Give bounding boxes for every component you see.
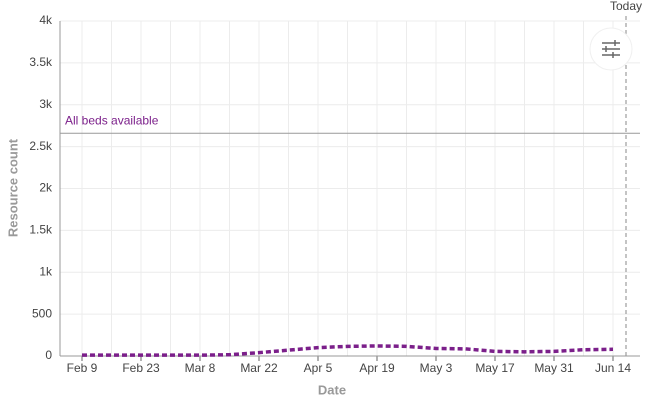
y-tick-label: 3.5k bbox=[29, 55, 53, 69]
x-tick-label: May 31 bbox=[534, 361, 574, 375]
x-tick-label: May 17 bbox=[475, 361, 515, 375]
x-tick-label: Feb 9 bbox=[67, 361, 98, 375]
y-axis-title: Resource count bbox=[5, 138, 20, 237]
x-tick-label: Mar 22 bbox=[240, 361, 278, 375]
series-line bbox=[82, 344, 614, 357]
x-axis-title: Date bbox=[318, 382, 346, 397]
y-tick-label: 1.5k bbox=[29, 223, 53, 237]
x-tick-label: Jun 14 bbox=[595, 361, 631, 375]
x-tick-label: May 3 bbox=[420, 361, 453, 375]
x-tick-label: Mar 8 bbox=[185, 361, 216, 375]
filter-icon bbox=[602, 40, 620, 58]
filter-button[interactable] bbox=[589, 27, 633, 71]
threshold-label: All beds available bbox=[65, 113, 159, 127]
x-tick-label: Apr 19 bbox=[359, 361, 395, 375]
y-tick-label: 3k bbox=[39, 97, 53, 111]
y-tick-label: 4k bbox=[39, 13, 53, 27]
y-tick-label: 2k bbox=[39, 181, 53, 195]
y-tick-label: 2.5k bbox=[29, 139, 53, 153]
x-tick-label: Feb 23 bbox=[122, 361, 160, 375]
y-tick-label: 1k bbox=[39, 264, 53, 278]
x-tick-label: Apr 5 bbox=[304, 361, 333, 375]
y-tick-label: 0 bbox=[45, 348, 52, 362]
y-tick-label: 500 bbox=[32, 306, 52, 320]
today-label: Today bbox=[610, 0, 642, 13]
